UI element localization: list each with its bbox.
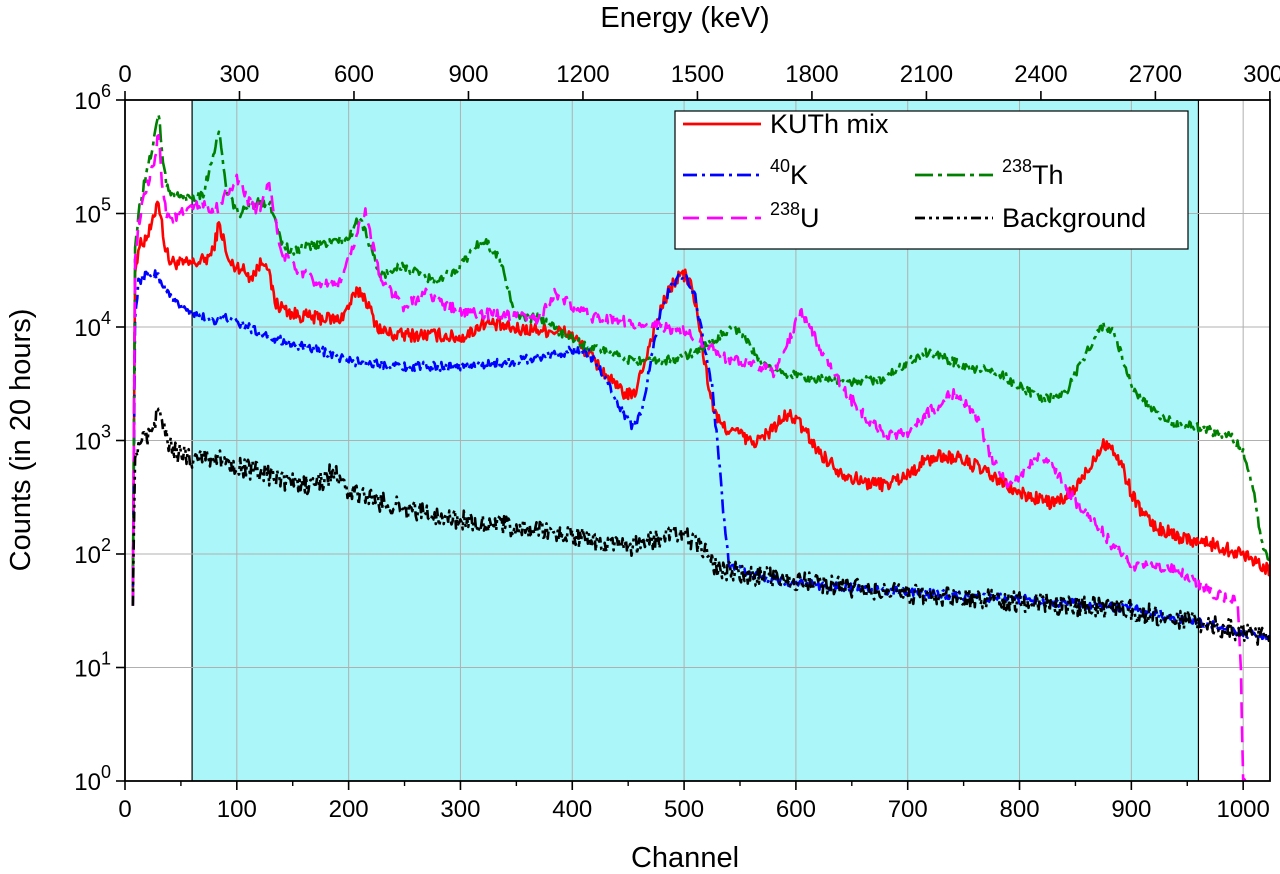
x-tick-label: 400 (552, 796, 592, 823)
x2-tick-label: 300 (219, 61, 259, 88)
x-tick-label: 900 (1111, 796, 1151, 823)
legend-label-kuth-mix: KUTh mix (770, 109, 889, 139)
x2-tick-label: 1800 (785, 61, 838, 88)
legend-label-238u: 238U (770, 199, 820, 233)
x-tick-label: 200 (329, 796, 369, 823)
x2-tick-label: 1500 (671, 61, 724, 88)
x2-axis-title: Energy (keV) (600, 2, 769, 34)
x-tick-label: 600 (776, 796, 816, 823)
series-line-kuth-mix (131, 200, 1270, 606)
x2-tick-label: 900 (448, 61, 488, 88)
x-axis-title: Channel (631, 842, 739, 874)
legend-label-background: Background (1002, 203, 1146, 233)
x-tick-label: 300 (440, 796, 480, 823)
x-tick-label: 0 (118, 796, 131, 823)
x2-tick-label: 2700 (1129, 61, 1182, 88)
x-tick-label: 700 (888, 796, 928, 823)
x2-tick-label: 2100 (900, 61, 953, 88)
y-axis-title: Counts (in 20 hours) (5, 309, 37, 572)
x2-tick-label: 0 (118, 61, 131, 88)
x2-tick-label: 1200 (556, 61, 609, 88)
x-tick-label: 500 (664, 796, 704, 823)
x-tick-label: 1000 (1216, 796, 1269, 823)
x-tick-label: 800 (1000, 796, 1040, 823)
x2-tick-label: 3000 (1243, 61, 1280, 88)
legend: KUTh mix 40K 238Th 238U Background (674, 109, 1189, 250)
series-line-40k (131, 269, 1270, 644)
series-line-background (131, 407, 1270, 646)
x-tick-label: 100 (217, 796, 257, 823)
legend-box (674, 110, 1189, 250)
legend-label-238th: 238Th (1002, 156, 1064, 190)
legend-label-40k: 40K (770, 156, 808, 190)
series-line-238u (131, 134, 1247, 781)
x2-tick-label: 2400 (1014, 61, 1067, 88)
axes-layer (116, 91, 1271, 790)
series-line-238th (131, 113, 1270, 606)
series-layer (131, 113, 1270, 781)
x2-tick-label: 600 (334, 61, 374, 88)
